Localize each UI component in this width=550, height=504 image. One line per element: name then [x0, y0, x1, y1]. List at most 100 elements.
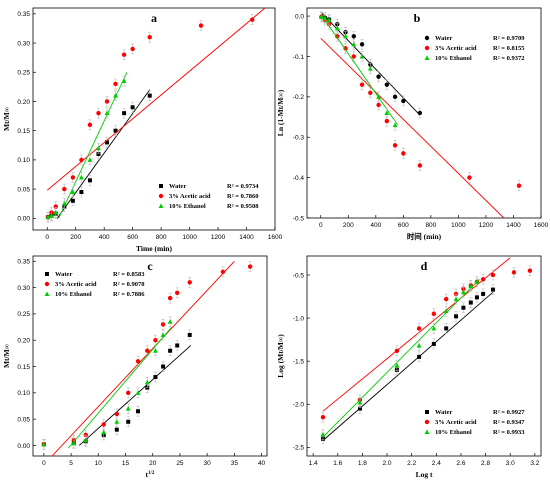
series-10-ethanol — [319, 11, 399, 131]
panel-label: a — [151, 11, 157, 25]
data-point — [394, 348, 400, 354]
x-tick-label: 0 — [45, 234, 49, 241]
x-tick-label: 1200 — [479, 222, 494, 229]
data-point — [70, 175, 76, 180]
data-point — [83, 437, 89, 443]
panel-c: 0 5 10 15 20 25 30 35 40 0.00 0.05 0.10 0.15 0.20 0.25… — [2, 255, 268, 479]
x-tick-label: 25 — [176, 460, 184, 467]
data-point — [96, 152, 101, 157]
data-point — [45, 214, 51, 220]
legend-marker — [424, 45, 430, 51]
fit-line — [320, 37, 505, 218]
legend-marker — [424, 419, 430, 425]
legend: Water R² = 0.9927 3% Acetic acid R² = 0.934… — [424, 409, 525, 436]
data-point — [79, 157, 84, 163]
data-point — [79, 190, 84, 195]
data-point — [417, 110, 423, 116]
data-point — [49, 212, 54, 218]
data-point — [175, 290, 180, 296]
x-axis-label: t1/2 — [146, 470, 155, 479]
data-point — [417, 163, 423, 168]
y-tick-label: 0.15 — [17, 128, 30, 135]
data-point — [121, 52, 127, 57]
legend-marker — [425, 410, 429, 414]
data-point — [481, 291, 486, 296]
x-tick-label: 0 — [42, 460, 46, 467]
data-point — [490, 287, 495, 292]
plot-area — [320, 257, 533, 445]
fit-line — [51, 260, 235, 456]
x-tick-label: 2.2 — [407, 460, 416, 467]
data-point — [136, 409, 141, 414]
data-point — [147, 35, 152, 40]
data-point — [461, 305, 466, 310]
data-point — [87, 157, 93, 162]
x-tick-label: 3.2 — [530, 460, 539, 467]
series-water — [41, 329, 192, 450]
legend-marker — [158, 193, 164, 199]
x-tick-label: 1600 — [268, 234, 283, 241]
data-point — [250, 17, 255, 22]
data-point — [443, 308, 449, 314]
data-point — [490, 272, 496, 278]
data-point — [135, 359, 141, 364]
data-point — [160, 322, 166, 327]
data-point — [480, 277, 486, 282]
data-point — [187, 332, 192, 337]
data-point — [394, 362, 400, 368]
y-tick-label: -0.3 — [293, 135, 305, 142]
series-water — [45, 89, 152, 223]
y-tick-label: 0.25 — [17, 311, 30, 318]
legend-label: 3% Acetic acid — [435, 45, 477, 52]
plot-frame — [306, 255, 542, 457]
legend-label: 3% Acetic acid — [435, 419, 477, 426]
fit-line — [320, 13, 399, 126]
data-point — [516, 183, 522, 188]
data-point — [376, 94, 381, 99]
data-point — [161, 364, 166, 369]
data-point — [130, 105, 135, 110]
data-point — [453, 296, 459, 302]
x-tick-label: 800 — [425, 222, 436, 229]
y-tick-label: -2.0 — [293, 402, 305, 409]
data-point — [160, 332, 166, 337]
data-point — [220, 269, 226, 274]
x-tick-label: 40 — [258, 460, 266, 467]
data-point — [87, 178, 92, 183]
data-point — [376, 102, 381, 108]
data-point — [474, 279, 480, 284]
series-3-acetic-acid — [320, 257, 533, 423]
data-point — [122, 111, 127, 116]
panel-label: c — [147, 259, 153, 273]
data-point — [125, 406, 131, 411]
x-tick-label: 400 — [99, 234, 110, 241]
x-tick-label: 3.0 — [506, 460, 515, 467]
y-tick-label: 0.10 — [17, 390, 30, 397]
data-point — [474, 295, 479, 300]
y-tick-label: 0.00 — [17, 216, 30, 223]
y-tick-label: 0.05 — [17, 416, 30, 423]
data-point — [343, 33, 348, 39]
x-tick-label: 1400 — [239, 234, 254, 241]
data-point — [153, 348, 158, 353]
legend-label: 10% Ethanol — [435, 55, 472, 62]
legend-r2: R² = 0.7860 — [227, 193, 258, 200]
data-point — [96, 110, 101, 116]
x-tick-label: 2.0 — [383, 460, 392, 467]
data-point — [114, 411, 120, 417]
legend-label: Water — [435, 35, 452, 42]
series-3-acetic-acid — [319, 11, 522, 218]
legend-r2: R² = 0.9508 — [227, 203, 259, 210]
data-point — [351, 34, 356, 39]
data-point — [443, 296, 449, 302]
legend-label: Water — [435, 409, 452, 416]
legend-label: Water — [169, 183, 186, 190]
x-tick-label: 5 — [69, 460, 73, 467]
legend-marker — [158, 203, 164, 208]
data-point — [53, 209, 59, 215]
data-point — [376, 74, 381, 79]
legend: Water R² = 0.8583 3% Acetic acid R² = 0.907… — [44, 271, 145, 298]
y-axis-label: Mt/M∞ — [2, 106, 11, 131]
data-point — [187, 280, 192, 285]
data-point — [114, 419, 120, 424]
